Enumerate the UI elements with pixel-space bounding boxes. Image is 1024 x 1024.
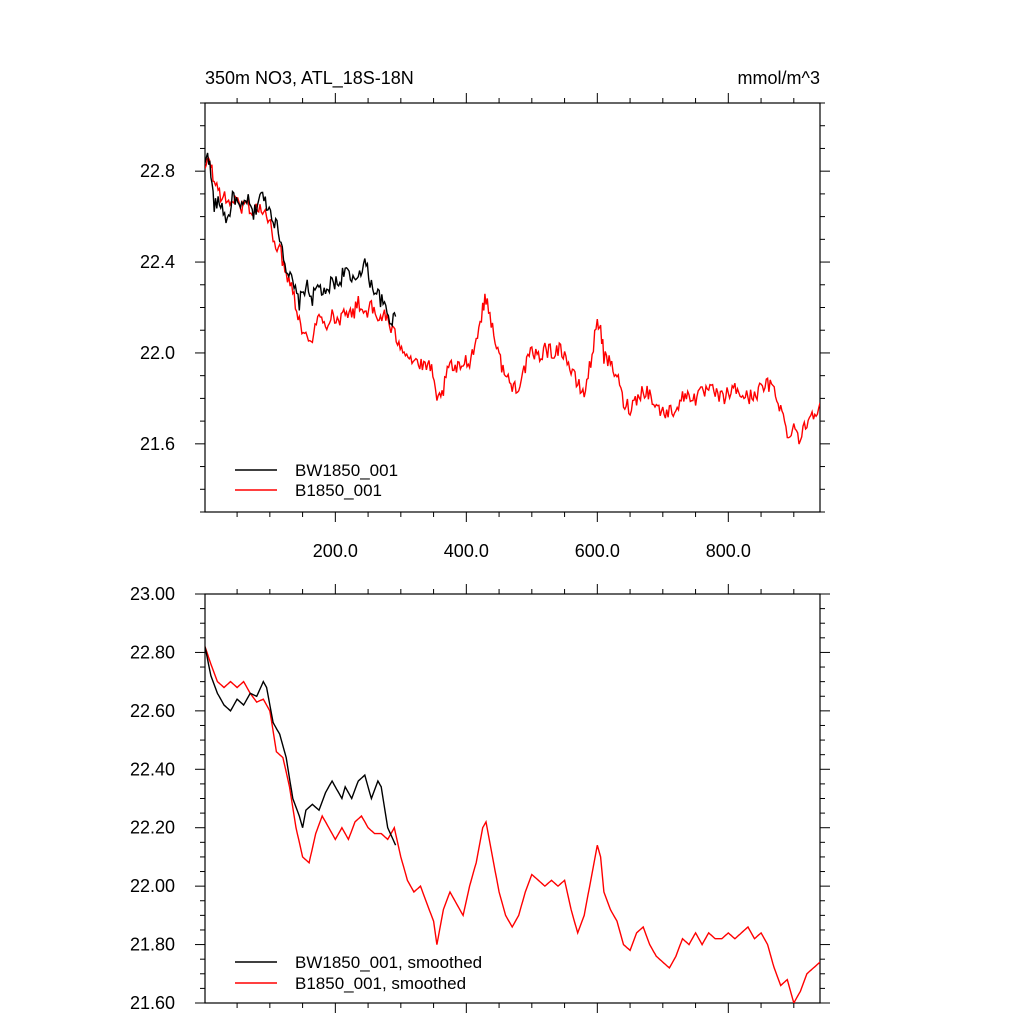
legend-label: B1850_001, smoothed [295, 974, 466, 993]
legend-label: B1850_001 [295, 481, 382, 500]
y-tick-label: 21.80 [130, 935, 175, 955]
y-tick-label: 22.8 [140, 161, 175, 181]
y-tick-label: 22.60 [130, 701, 175, 721]
x-tick-label: 800.0 [706, 541, 751, 561]
y-tick-label: 21.6 [140, 434, 175, 454]
plot-frame [204, 593, 821, 1004]
y-tick-label: 23.00 [130, 584, 175, 604]
legend-label: BW1850_001 [295, 461, 398, 480]
series-line-bw1850 [205, 646, 397, 846]
plot-frame [204, 102, 821, 513]
y-tick-label: 22.00 [130, 876, 175, 896]
y-tick-label: 21.60 [130, 993, 175, 1013]
chart-title: 350m NO3, ATL_18S-18N [205, 68, 414, 89]
y-tick-label: 22.4 [140, 252, 175, 272]
legend-label: BW1850_001, smoothed [295, 953, 482, 972]
y-tick-label: 22.0 [140, 343, 175, 363]
series-line-b1850 [205, 646, 820, 1003]
x-tick-label: 200.0 [313, 541, 358, 561]
y-tick-label: 22.80 [130, 642, 175, 662]
top-panel: 200.0 400.0 600.0 800.0 21.6 22.0 22.4 22.8 350m… [140, 68, 830, 561]
x-tick-label: 600.0 [575, 541, 620, 561]
series-line-b1850 [205, 156, 820, 445]
y-tick-label: 22.40 [130, 759, 175, 779]
x-tick-label: 400.0 [444, 541, 489, 561]
bottom-panel: 21.60 21.80 22.00 22.20 22.40 22.60 22.80 23.00… [130, 584, 830, 1013]
series-line-bw1850 [205, 152, 397, 328]
chart-units: mmol/m^3 [738, 68, 820, 88]
y-tick-label: 22.20 [130, 818, 175, 838]
